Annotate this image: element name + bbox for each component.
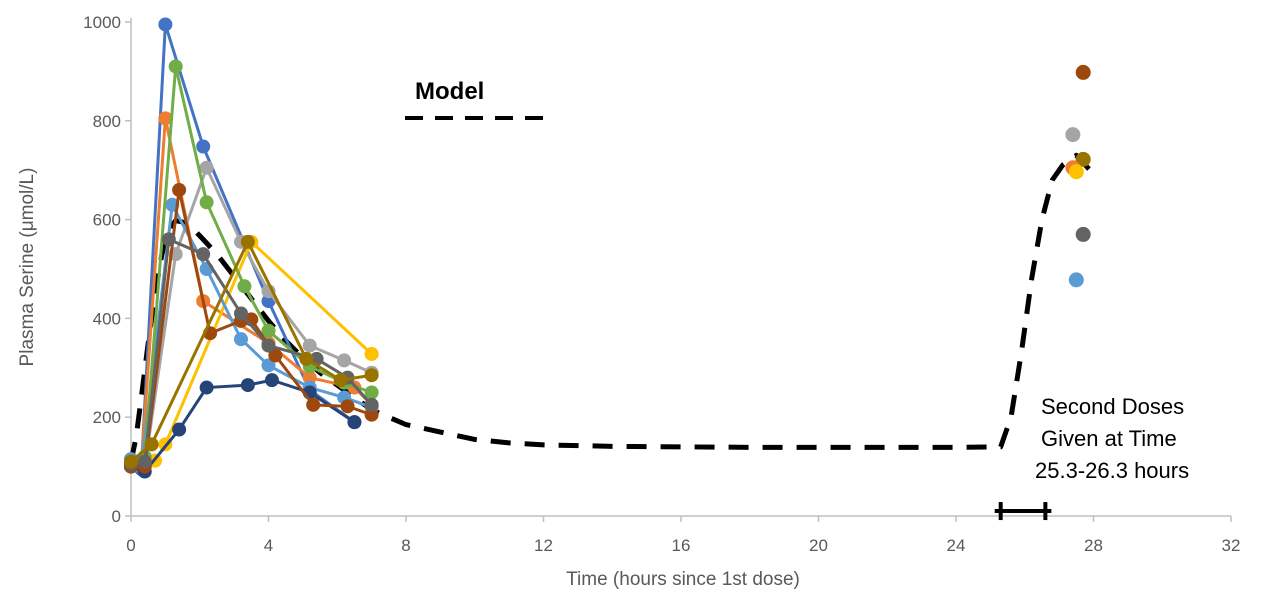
y-tick-label: 0 (112, 507, 121, 526)
data-point (196, 139, 211, 154)
data-point (364, 397, 379, 412)
data-point (144, 437, 159, 452)
second-dose-point (1075, 151, 1091, 167)
model-layer (128, 152, 1092, 463)
second-dose-point (1075, 64, 1091, 80)
data-point (261, 323, 276, 338)
data-point (364, 385, 379, 400)
x-tick-label: 8 (401, 536, 410, 555)
second-dose-point (1068, 272, 1084, 288)
data-point (261, 358, 276, 373)
x-axis-title: Time (hours since 1st dose) (566, 569, 800, 590)
series-line (131, 188, 373, 469)
chart-axes: 0 200 400 600 800 1000 0 4 8 12 16 20 24 28 32 (83, 13, 1240, 555)
data-point (264, 373, 279, 388)
data-point (168, 59, 183, 74)
legend: Model (405, 78, 550, 120)
data-point (337, 353, 352, 368)
data-point (172, 422, 187, 437)
data-point (237, 279, 252, 294)
data-point (299, 351, 314, 366)
second-dose-layer (1065, 64, 1091, 288)
data-point (158, 111, 173, 126)
second-dose-point (1065, 127, 1081, 143)
model-line (128, 152, 1092, 463)
x-tick-label: 24 (947, 536, 966, 555)
data-point (364, 346, 379, 361)
data-point (124, 454, 138, 469)
data-point (234, 306, 248, 321)
y-axis-title: Plasma Serine (μmol/L) (17, 168, 38, 367)
data-point (364, 407, 379, 422)
data-point (161, 232, 176, 247)
data-point (158, 17, 173, 32)
data-point (302, 338, 317, 353)
data-point (196, 247, 211, 262)
data-point (306, 397, 321, 412)
series-line (130, 237, 373, 466)
data-point (240, 378, 255, 393)
data-point (261, 338, 276, 353)
data-point (333, 373, 348, 388)
x-tick-label: 0 (126, 536, 135, 555)
x-tick-label: 16 (672, 536, 691, 555)
x-tick-label: 28 (1084, 536, 1103, 555)
annotation-line-1: Second Doses (1041, 394, 1184, 419)
y-tick-label: 800 (93, 112, 121, 131)
y-tick-label: 200 (93, 408, 121, 427)
data-point (199, 195, 214, 210)
data-point (302, 370, 317, 385)
series-10 (124, 234, 379, 469)
y-tick-label: 600 (93, 211, 121, 230)
series-layer (124, 17, 379, 479)
annotation-line-2: Given at Time (1041, 426, 1177, 451)
y-tick-label: 400 (93, 309, 121, 328)
y-tick-label: 1000 (83, 13, 121, 32)
data-point (240, 234, 255, 249)
data-point (172, 182, 187, 197)
data-point (234, 332, 248, 347)
data-point (364, 368, 379, 383)
x-tick-label: 4 (264, 536, 273, 555)
x-tick-label: 20 (809, 536, 828, 555)
data-point (199, 380, 214, 395)
second-dose-point (1075, 226, 1091, 242)
series-line (130, 378, 356, 474)
second-dose-annotation: Second Doses Given at Time 25.3-26.3 hou… (994, 394, 1189, 521)
data-point (268, 348, 283, 363)
data-point (137, 454, 152, 469)
annotation-line-3: 25.3-26.3 hours (1035, 458, 1189, 483)
second-dose-point (1068, 164, 1084, 180)
x-tick-label: 12 (534, 536, 553, 555)
x-tick-label: 32 (1222, 536, 1241, 555)
data-point (347, 415, 362, 430)
legend-label: Model (415, 78, 484, 105)
data-point (199, 160, 214, 175)
data-point (340, 399, 355, 414)
